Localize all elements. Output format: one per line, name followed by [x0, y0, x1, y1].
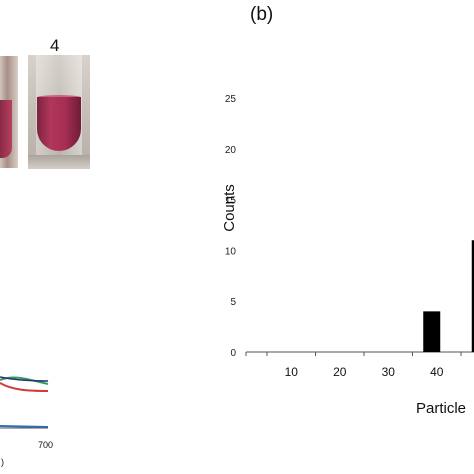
y-tick-label: 20	[225, 145, 237, 156]
histogram-bars	[423, 240, 474, 352]
x-tick-label: 40	[430, 365, 444, 379]
histogram-bar	[471, 240, 474, 352]
uv-navy-curve	[0, 376, 49, 382]
y-tick-label: 15	[225, 196, 237, 207]
uv-blue-curve	[0, 425, 49, 428]
vial-stand	[28, 155, 90, 169]
x-tick-label: 10	[285, 365, 299, 379]
histogram-axes	[245, 351, 474, 356]
vial-photo-partial	[0, 56, 18, 168]
uv-green-curve	[0, 376, 49, 385]
y-tick-label: 25	[225, 94, 237, 105]
vial-number-label: 4	[50, 36, 60, 55]
uv-x-tick-700: 700	[38, 440, 53, 450]
y-tick-label: 10	[225, 246, 237, 257]
x-tick-label: 20	[333, 365, 347, 379]
histogram-x-ticks: 1020304050	[266, 352, 462, 379]
vial-solution	[37, 97, 81, 151]
y-axis-label: Counts	[221, 184, 238, 232]
panel-label-b: (b)	[250, 4, 274, 25]
vial-solution	[0, 100, 12, 158]
uv-red-curve	[0, 382, 49, 392]
vial-photo	[28, 55, 90, 169]
y-tick-label: 0	[230, 348, 236, 359]
y-tick-label: 5	[230, 297, 236, 308]
x-tick-label: 30	[382, 365, 396, 379]
histogram-y-ticks: 0 5 10 15 20 25	[225, 94, 237, 359]
x-axis-label: Particle	[416, 400, 466, 417]
histogram-bar	[423, 311, 441, 352]
uv-vis-partial-chart: 700 )	[0, 376, 53, 467]
uv-x-axis-label-partial: )	[1, 457, 4, 467]
